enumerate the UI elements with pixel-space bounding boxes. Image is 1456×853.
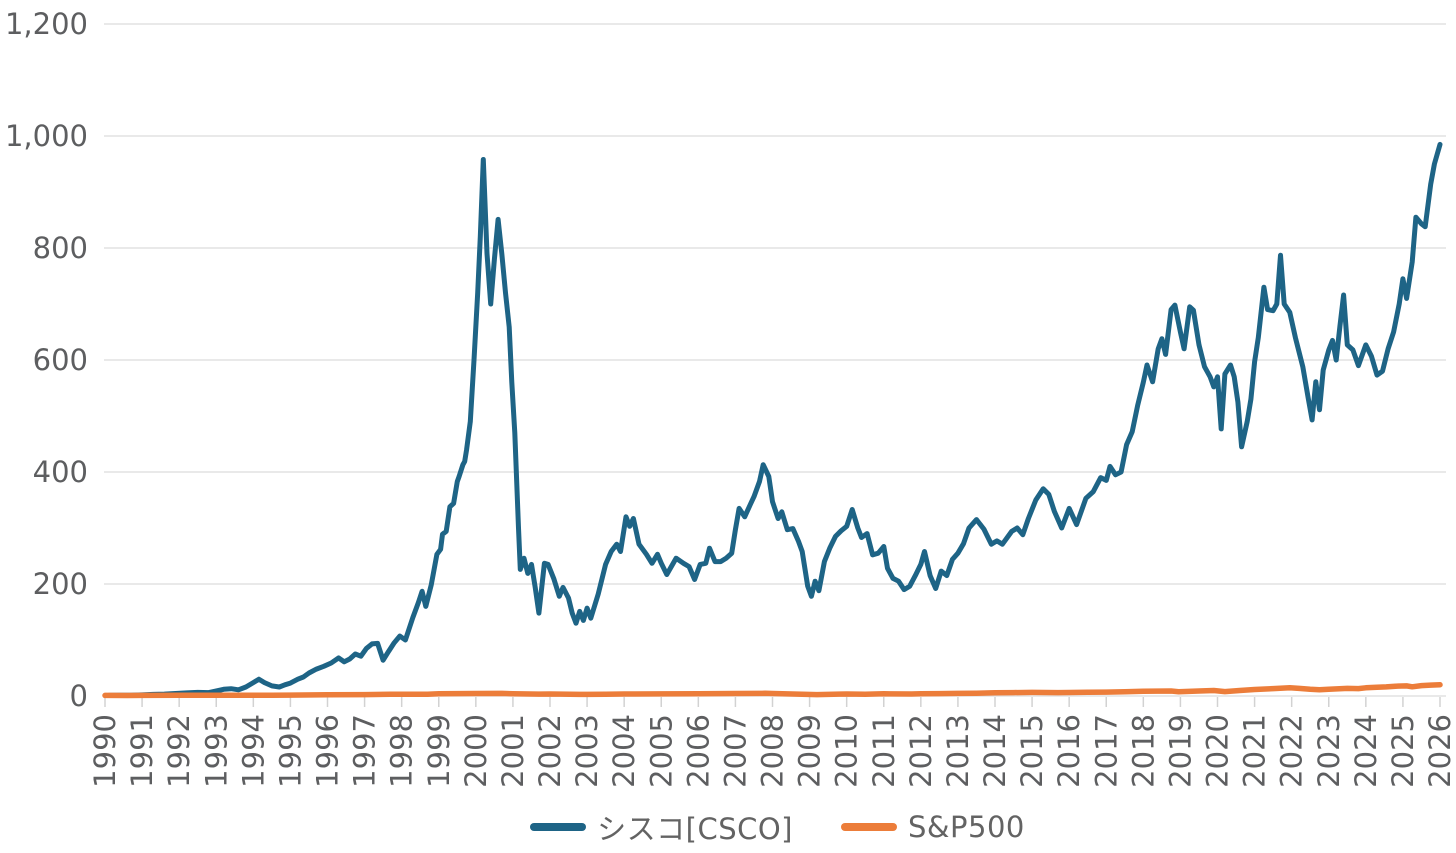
y-axis-label: 800 (33, 231, 88, 265)
x-axis-label: 2019 (1163, 714, 1197, 788)
x-axis-label: 2020 (1201, 714, 1235, 788)
x-axis-label: 2025 (1386, 714, 1420, 788)
x-axis-label: 2021 (1238, 714, 1272, 788)
y-axis-label: 400 (33, 455, 88, 489)
y-axis-label: 600 (33, 343, 88, 377)
x-axis-label: 2000 (459, 714, 493, 788)
x-axis-label: 1997 (348, 714, 382, 788)
x-axis-label: 2017 (1089, 714, 1123, 788)
x-axis-label: 2010 (830, 714, 864, 788)
x-axis-label: 2023 (1312, 714, 1346, 788)
x-axis-label: 2007 (718, 714, 752, 788)
x-axis-label: 2024 (1349, 714, 1383, 788)
x-axis-label: 2013 (941, 714, 975, 788)
x-axis-label: 2001 (496, 714, 530, 788)
x-axis-label: 2006 (681, 714, 715, 788)
x-axis-label: 2004 (607, 714, 641, 788)
x-axis-label: 1991 (125, 714, 159, 788)
x-axis-label: 2003 (570, 714, 604, 788)
x-axis-label: 2014 (978, 714, 1012, 788)
x-axis-label: 1990 (88, 714, 122, 788)
y-axis-label: 1,000 (5, 119, 88, 153)
x-axis-label: 2008 (756, 714, 790, 788)
x-axis-label: 1992 (162, 714, 196, 788)
y-axis-label: 200 (33, 567, 88, 601)
x-axis-label: 1994 (236, 714, 270, 788)
x-axis-label: 2022 (1275, 714, 1309, 788)
x-axis-label: 2015 (1015, 714, 1049, 788)
y-axis-label: 0 (70, 679, 88, 713)
x-axis-label: 2011 (867, 714, 901, 788)
x-axis-label: 1999 (422, 714, 456, 788)
x-axis-label: 2018 (1126, 714, 1160, 788)
x-axis-label: 2005 (644, 714, 678, 788)
x-axis-label: 2026 (1423, 714, 1456, 788)
x-axis-label: 1996 (311, 714, 345, 788)
y-axis-label: 1,200 (5, 7, 88, 41)
x-axis-label: 2002 (533, 714, 567, 788)
x-axis-label: 1995 (273, 714, 307, 788)
csco-series-line (106, 141, 1443, 698)
x-axis-label: 2009 (793, 714, 827, 788)
x-axis-label: 2012 (904, 714, 938, 788)
x-axis-label: 2016 (1052, 714, 1086, 788)
x-axis-label: 1998 (385, 714, 419, 788)
sp500-series-line (102, 682, 1443, 699)
x-axis-label: 1993 (199, 714, 233, 788)
